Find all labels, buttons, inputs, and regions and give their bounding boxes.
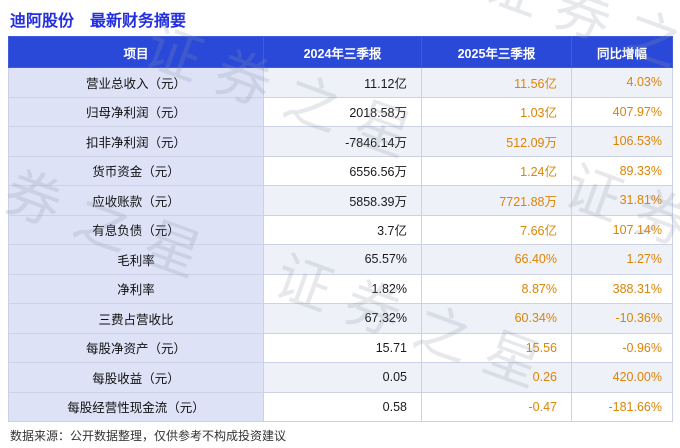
value-2024: 3.7亿 <box>263 214 422 245</box>
footer-note: 数据来源：公开数据整理，仅供参考不构成投资建议 <box>10 429 287 443</box>
row-label: 营业总收入（元） <box>8 67 264 98</box>
value-yoy: 107.14% <box>571 214 673 245</box>
value-yoy: 89.33% <box>571 155 673 186</box>
report-title: 最新财务摘要 <box>90 13 187 30</box>
table-row: 每股经营性现金流（元） 0.58 -0.47 -181.66% <box>8 391 673 422</box>
value-2025: 60.34% <box>421 303 572 334</box>
row-label: 每股净资产（元） <box>8 332 264 363</box>
value-2024: 11.12亿 <box>263 67 422 98</box>
row-label: 每股收益（元） <box>8 362 264 393</box>
row-label: 扣非净利润（元） <box>8 126 264 157</box>
company-name: 迪阿股份 <box>10 13 75 30</box>
table-row: 货币资金（元） 6556.56万 1.24亿 89.33% <box>8 155 673 186</box>
value-2024: 5858.39万 <box>263 185 422 216</box>
table-header-row: 项目 2024年三季报 2025年三季报 同比增幅 <box>8 36 673 68</box>
value-2025: 11.56亿 <box>421 67 572 98</box>
value-2025: 7721.88万 <box>421 185 572 216</box>
table-row: 三费占营收比 67.32% 60.34% -10.36% <box>8 303 673 334</box>
row-label: 毛利率 <box>8 244 264 275</box>
col-header-2024: 2024年三季报 <box>263 36 422 68</box>
value-yoy: -181.66% <box>571 391 673 422</box>
col-header-2025: 2025年三季报 <box>421 36 572 68</box>
value-2025: 15.56 <box>421 332 572 363</box>
value-yoy: 106.53% <box>571 126 673 157</box>
value-yoy: 31.81% <box>571 185 673 216</box>
row-label: 货币资金（元） <box>8 155 264 186</box>
row-label: 三费占营收比 <box>8 303 264 334</box>
value-yoy: 1.27% <box>571 244 673 275</box>
row-label: 每股经营性现金流（元） <box>8 391 264 422</box>
table-row: 归母净利润（元） 2018.58万 1.03亿 407.97% <box>8 96 673 127</box>
row-label: 归母净利润（元） <box>8 96 264 127</box>
value-2025: 0.26 <box>421 362 572 393</box>
value-2024: -7846.14万 <box>263 126 422 157</box>
row-label: 有息负债（元） <box>8 214 264 245</box>
row-label: 应收账款（元） <box>8 185 264 216</box>
value-2024: 65.57% <box>263 244 422 275</box>
value-yoy: 420.00% <box>571 362 673 393</box>
table-row: 每股净资产（元） 15.71 15.56 -0.96% <box>8 332 673 363</box>
value-yoy: 407.97% <box>571 96 673 127</box>
value-2025: 7.66亿 <box>421 214 572 245</box>
row-label: 净利率 <box>8 273 264 304</box>
value-2025: -0.47 <box>421 391 572 422</box>
table-row: 应收账款（元） 5858.39万 7721.88万 31.81% <box>8 185 673 216</box>
col-header-yoy: 同比增幅 <box>571 36 673 68</box>
value-2024: 15.71 <box>263 332 422 363</box>
table-row: 毛利率 65.57% 66.40% 1.27% <box>8 244 673 275</box>
value-yoy: -0.96% <box>571 332 673 363</box>
table-row: 营业总收入（元） 11.12亿 11.56亿 4.03% <box>8 67 673 98</box>
value-2025: 512.09万 <box>421 126 572 157</box>
value-2024: 67.32% <box>263 303 422 334</box>
value-2024: 0.58 <box>263 391 422 422</box>
table-row: 净利率 1.82% 8.87% 388.31% <box>8 273 673 304</box>
value-2025: 1.03亿 <box>421 96 572 127</box>
value-2025: 66.40% <box>421 244 572 275</box>
value-2024: 0.05 <box>263 362 422 393</box>
table-row: 每股收益（元） 0.05 0.26 420.00% <box>8 362 673 393</box>
value-2025: 8.87% <box>421 273 572 304</box>
value-2024: 2018.58万 <box>263 96 422 127</box>
col-header-item: 项目 <box>8 36 264 68</box>
table-row: 有息负债（元） 3.7亿 7.66亿 107.14% <box>8 214 673 245</box>
value-yoy: 4.03% <box>571 67 673 98</box>
value-2025: 1.24亿 <box>421 155 572 186</box>
value-2024: 6556.56万 <box>263 155 422 186</box>
table-row: 扣非净利润（元） -7846.14万 512.09万 106.53% <box>8 126 673 157</box>
value-yoy: -10.36% <box>571 303 673 334</box>
page-title: 迪阿股份 最新财务摘要 <box>10 7 186 31</box>
value-2024: 1.82% <box>263 273 422 304</box>
financial-summary-table: 项目 2024年三季报 2025年三季报 同比增幅 营业总收入（元） 11.12… <box>8 36 673 422</box>
value-yoy: 388.31% <box>571 273 673 304</box>
